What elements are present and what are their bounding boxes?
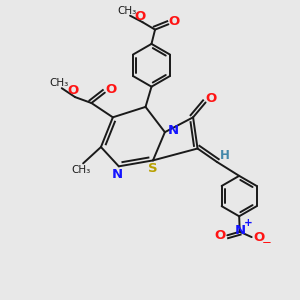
Text: O: O — [169, 15, 180, 28]
Text: O: O — [106, 82, 117, 96]
Text: O: O — [205, 92, 217, 105]
Text: O: O — [67, 84, 78, 97]
Text: H: H — [220, 149, 230, 162]
Text: S: S — [148, 162, 158, 175]
Text: CH₃: CH₃ — [72, 165, 91, 175]
Text: −: − — [262, 236, 272, 249]
Text: N: N — [168, 124, 179, 137]
Text: CH₃: CH₃ — [117, 6, 136, 16]
Text: O: O — [254, 231, 265, 244]
Text: O: O — [135, 10, 146, 23]
Text: N: N — [235, 224, 246, 237]
Text: O: O — [214, 230, 226, 242]
Text: N: N — [112, 168, 123, 181]
Text: CH₃: CH₃ — [49, 78, 68, 88]
Text: +: + — [244, 218, 253, 228]
